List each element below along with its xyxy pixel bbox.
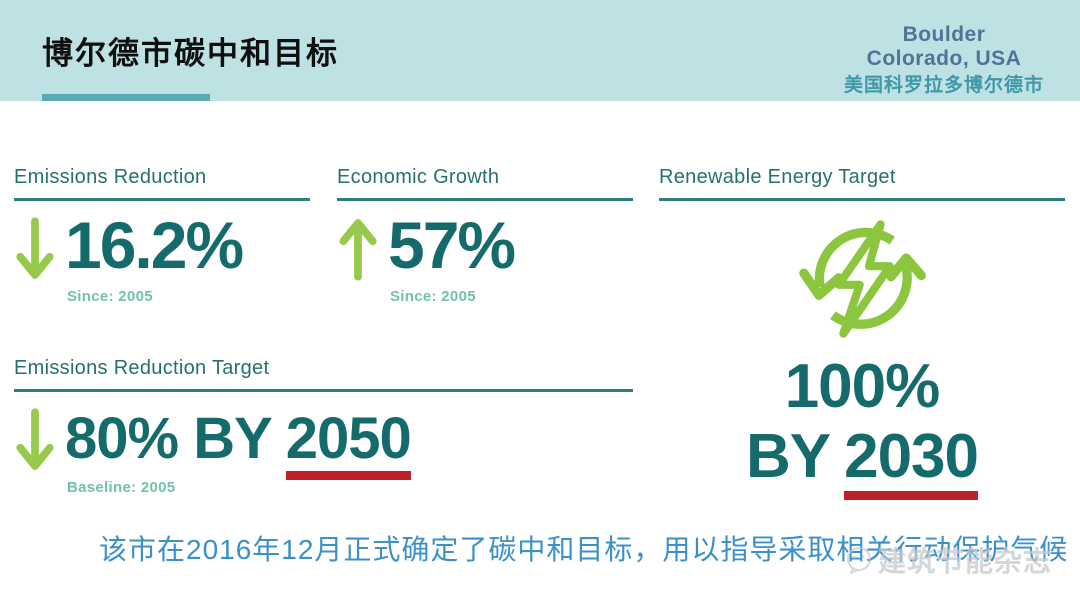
heading-rule xyxy=(337,198,633,201)
arrow-up-icon xyxy=(339,219,377,281)
target-year: 2030 xyxy=(844,422,979,500)
location-block: Boulder Colorado, USA 美国科罗拉多博尔德市 xyxy=(844,23,1044,97)
card-renewable-energy-target: Renewable Energy Target 100% BY 2030 xyxy=(659,166,1065,500)
stat-row: 16.2% xyxy=(14,208,310,282)
header-band xyxy=(0,0,1080,101)
stat-note: Since: 2005 xyxy=(390,288,476,305)
heading-rule xyxy=(14,389,633,392)
heading-rule xyxy=(14,198,310,201)
magazine-logo-icon xyxy=(847,547,871,574)
renewable-target-body: 100% BY 2030 xyxy=(659,215,1065,500)
location-zh: 美国科罗拉多博尔德市 xyxy=(843,75,1044,97)
renewable-target-value-line1: 100% xyxy=(784,352,941,421)
card-economic-growth: Economic Growth 57% Since: 2005 xyxy=(337,166,633,305)
renewable-target-value-line2: BY 2030 xyxy=(659,422,1065,500)
location-en-line1: Boulder xyxy=(902,23,986,46)
stat-note: Baseline: 2005 xyxy=(67,479,176,496)
card-heading: Renewable Energy Target xyxy=(659,166,896,188)
heading-rule xyxy=(659,198,1065,201)
card-emissions-reduction: Emissions Reduction 16.2% Since: 2005 xyxy=(14,166,310,305)
location-en-line2: Colorado, USA xyxy=(866,47,1022,71)
watermark: 建筑节能杂志 xyxy=(843,540,1052,580)
stat-value: 80% BY 2050 xyxy=(65,406,412,480)
stat-value: 16.2% xyxy=(65,208,244,282)
renewable-energy-icon xyxy=(799,220,926,338)
footer-caption: 该市在2016年12月正式确定了碳中和目标，用以指导采取相关行动保护气候 xyxy=(99,534,1069,565)
stat-value: 57% xyxy=(388,208,516,282)
page-title: 博尔德市碳中和目标 xyxy=(42,36,339,71)
card-heading: Economic Growth xyxy=(337,166,500,188)
watermark-text: 建筑节能杂志 xyxy=(878,546,1053,577)
card-heading: Emissions Reduction xyxy=(14,166,207,188)
arrow-down-icon xyxy=(16,217,54,279)
stat-note: Since: 2005 xyxy=(67,288,153,305)
title-accent-bar xyxy=(42,94,210,101)
card-heading: Emissions Reduction Target xyxy=(14,357,270,379)
target-year: 2050 xyxy=(285,406,412,480)
arrow-down-icon xyxy=(16,408,54,470)
by-label: BY xyxy=(745,422,831,491)
card-emissions-reduction-target: Emissions Reduction Target 80% BY 2050 Ba… xyxy=(14,357,633,496)
stat-row: 57% xyxy=(337,208,633,282)
stat-row: 80% BY 2050 xyxy=(14,405,633,480)
target-value-prefix: 80% BY xyxy=(65,406,273,471)
